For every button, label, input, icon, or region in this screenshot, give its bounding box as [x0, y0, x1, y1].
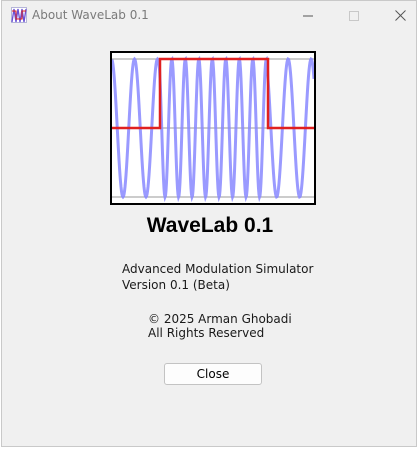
app-version: Version 0.1 (Beta) — [122, 278, 230, 292]
rights-notice: All Rights Reserved — [148, 326, 265, 340]
logo-pulse-signal — [112, 57, 314, 130]
app-description: Advanced Modulation Simulator — [122, 262, 314, 276]
wavelab-app-icon — [11, 7, 27, 23]
close-window-button[interactable] — [377, 1, 419, 30]
modulation-waveform-logo — [110, 51, 316, 205]
title-bar[interactable]: About WaveLab 0.1 — [2, 1, 416, 30]
minimize-icon — [303, 6, 313, 25]
close-icon — [394, 6, 406, 25]
window-title: About WaveLab 0.1 — [32, 8, 149, 22]
copyright-notice: © 2025 Arman Ghobadi — [148, 312, 292, 326]
logo-carrier-wave — [112, 55, 314, 203]
minimize-button[interactable] — [285, 1, 331, 30]
maximize-button[interactable] — [331, 1, 377, 30]
app-name-heading: WaveLab 0.1 — [146, 214, 274, 237]
close-button[interactable]: Close — [164, 363, 262, 385]
maximize-icon — [349, 6, 359, 25]
